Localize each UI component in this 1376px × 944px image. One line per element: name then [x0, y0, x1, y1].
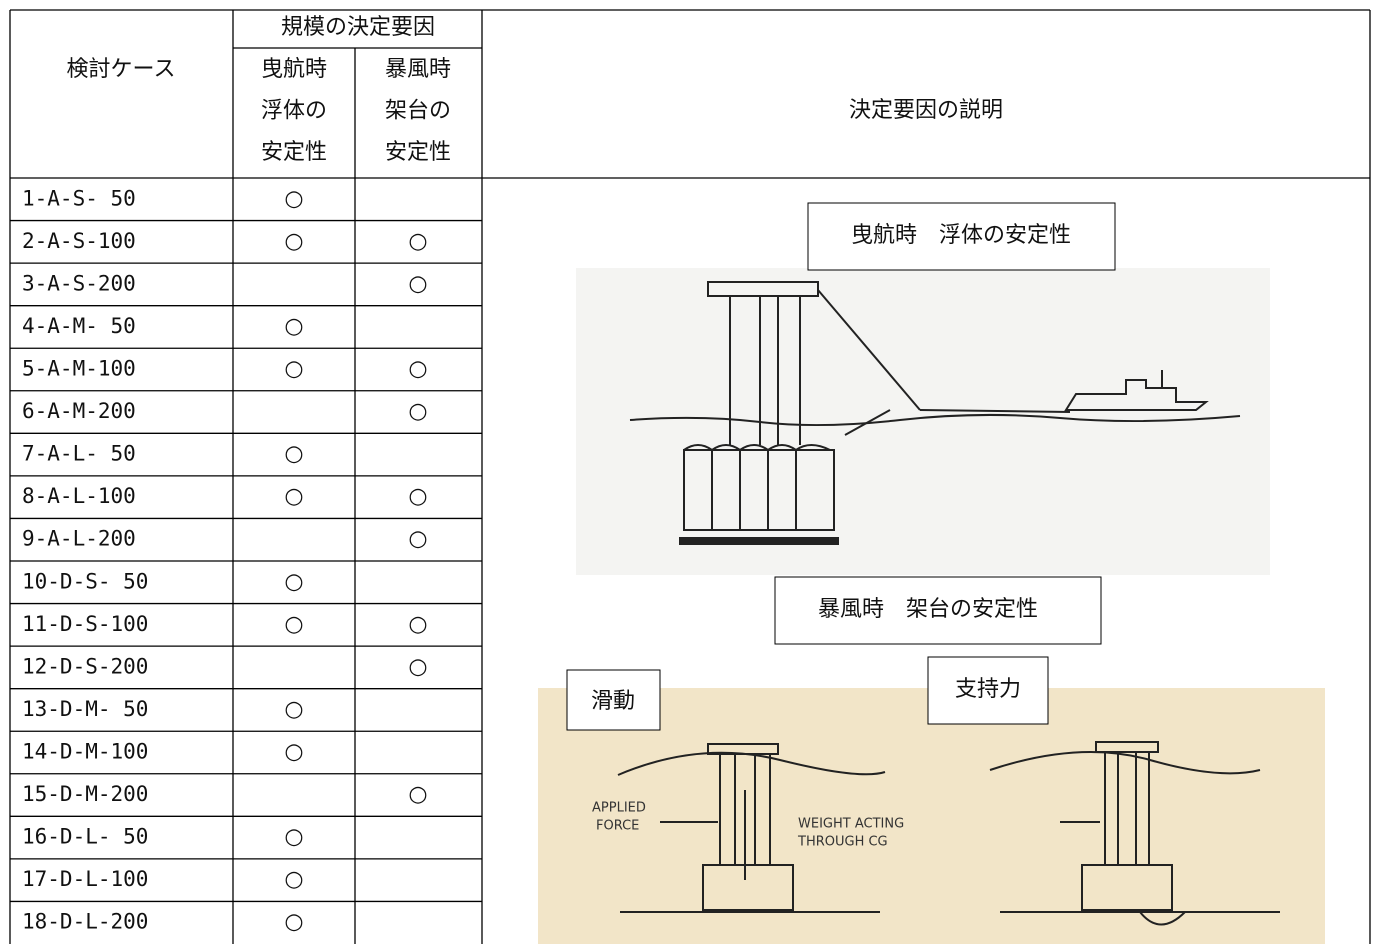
case-cell: 9-A-L-200: [22, 527, 136, 551]
figure-label: 滑動: [591, 689, 635, 714]
mark-cell: ○: [408, 654, 427, 679]
mark-cell: ○: [284, 825, 303, 850]
figure-label: 支持力: [955, 677, 1021, 702]
case-cell: 1-A-S- 50: [22, 186, 136, 210]
column-header: 架台の: [385, 99, 451, 124]
mark-cell: ○: [408, 484, 427, 509]
mark-cell: ○: [284, 867, 303, 892]
case-cell: 16-D-L- 50: [22, 825, 148, 849]
column-header: 浮体の: [261, 99, 327, 124]
annotation: APPLIED: [592, 801, 646, 816]
mark-cell: ○: [408, 527, 427, 552]
case-cell: 18-D-L-200: [22, 910, 148, 934]
label-box: [927, 656, 1049, 725]
case-cell: 8-A-L-100: [22, 484, 136, 508]
towing-drawing: [629, 281, 1241, 545]
case-cell: 12-D-S-200: [22, 654, 148, 678]
mark-cell: ○: [284, 229, 303, 254]
case-cell: 10-D-S- 50: [22, 569, 148, 593]
mark-cell: ○: [284, 697, 303, 722]
mark-cell: ○: [284, 314, 303, 339]
case-cell: 4-A-M- 50: [22, 314, 136, 338]
mark-cell: ○: [408, 271, 427, 296]
column-header: 曳航時: [261, 57, 327, 82]
table-grid: [9, 9, 1371, 944]
mark-cell: ○: [284, 740, 303, 765]
case-cell: 2-A-S-100: [22, 229, 136, 253]
label-box: [774, 576, 1102, 645]
mark-cell: ○: [408, 357, 427, 382]
annotation: THROUGH CG: [797, 835, 888, 850]
mark-cell: ○: [284, 569, 303, 594]
mark-cell: ○: [408, 229, 427, 254]
column-header: 安定性: [385, 140, 451, 165]
case-cell: 13-D-M- 50: [22, 697, 148, 721]
annotation: FORCE: [596, 819, 639, 834]
case-cell: 6-A-M-200: [22, 399, 136, 423]
mark-cell: ○: [284, 442, 303, 467]
label-box: [566, 669, 661, 731]
column-header: 安定性: [261, 140, 327, 165]
mark-cell: ○: [408, 612, 427, 637]
label-box: [807, 202, 1116, 271]
case-cell: 7-A-L- 50: [22, 442, 136, 466]
mark-cell: ○: [408, 782, 427, 807]
case-cell: 14-D-M-100: [22, 740, 148, 764]
header: 決定要因の説明: [849, 98, 1003, 123]
case-cell: 3-A-S-200: [22, 271, 136, 295]
storm-drawing: [617, 741, 1280, 926]
column-header: 暴風時: [385, 57, 451, 82]
mark-cell: ○: [284, 910, 303, 935]
mark-cell: ○: [284, 357, 303, 382]
mark-cell: ○: [408, 399, 427, 424]
header: 検討ケース: [67, 57, 176, 82]
figure-label: 曳航時 浮体の安定性: [851, 223, 1071, 248]
mark-cell: ○: [284, 484, 303, 509]
case-cell: 17-D-L-100: [22, 867, 148, 891]
annotation: WEIGHT ACTING: [798, 817, 904, 832]
header: 規模の決定要因: [281, 15, 435, 40]
case-cell: 5-A-M-100: [22, 357, 136, 381]
figure-label: 暴風時 架台の安定性: [818, 597, 1038, 622]
case-cell: 15-D-M-200: [22, 782, 148, 806]
mark-cell: ○: [284, 612, 303, 637]
case-cell: 11-D-S-100: [22, 612, 148, 636]
storm-figure: [538, 688, 1325, 944]
mark-cell: ○: [284, 186, 303, 211]
